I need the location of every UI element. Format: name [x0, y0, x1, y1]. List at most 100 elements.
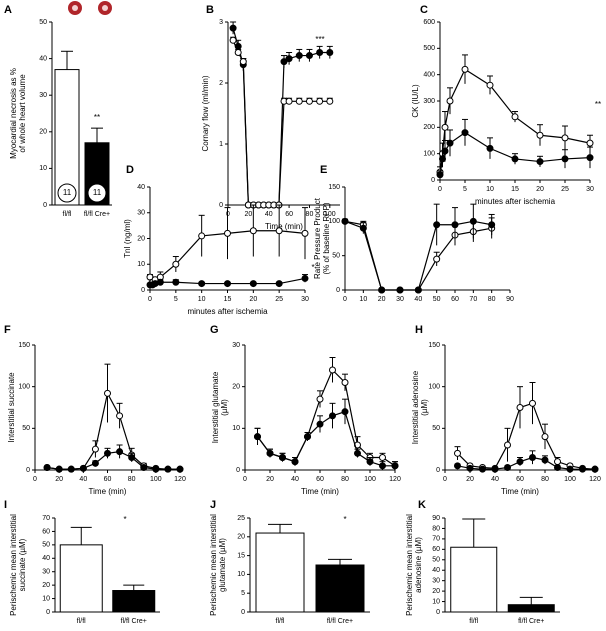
x-tick-label: 100 — [324, 211, 336, 218]
x-tick-label: 60 — [316, 476, 324, 483]
marker — [43, 464, 51, 471]
y-tick-label: 30 — [432, 578, 440, 585]
annotation: ** — [595, 100, 601, 109]
panel-label: B — [206, 4, 214, 16]
y-tick-label: 90 — [432, 515, 440, 522]
marker — [316, 420, 324, 428]
y-tick-label: 40 — [137, 184, 145, 191]
y-tick-label: 50 — [22, 425, 30, 432]
panel-label: J — [210, 499, 216, 511]
marker — [67, 465, 75, 473]
marker — [366, 458, 374, 466]
y-tick-label: 20 — [42, 582, 50, 589]
x-tick-label: fl/fl Cre+ — [84, 211, 110, 218]
y-tick-label: 10 — [237, 571, 245, 578]
y-tick-label: 50 — [39, 19, 47, 26]
marker — [488, 221, 496, 229]
marker — [554, 464, 561, 471]
y-tick-label: 20 — [137, 235, 145, 242]
bar — [315, 564, 365, 613]
x-tick-label: fl/fl Cre+ — [518, 618, 544, 625]
marker — [55, 465, 63, 473]
panel-label: I — [4, 499, 7, 511]
marker — [295, 52, 303, 60]
y-tick-label: 20 — [237, 534, 245, 541]
marker — [140, 464, 148, 471]
marker — [79, 464, 87, 472]
marker — [305, 52, 313, 60]
marker — [224, 280, 231, 288]
x-tick-label: 25 — [275, 296, 283, 303]
y-tick-label: 10 — [232, 425, 240, 432]
marker — [91, 459, 99, 467]
y-tick-label: 300 — [423, 98, 435, 105]
y-tick-label: 0 — [436, 609, 440, 616]
bar — [54, 69, 80, 206]
x-tick-label: 60 — [104, 476, 112, 483]
x-tick-label: 10 — [198, 296, 206, 303]
x-tick-label: 80 — [488, 296, 496, 303]
y-axis-label: (µM) — [420, 399, 429, 416]
marker — [441, 123, 449, 131]
x-tick-label: 80 — [128, 476, 136, 483]
y-tick-label: 20 — [432, 588, 440, 595]
y-tick-label: 100 — [328, 218, 340, 225]
x-tick-label: 20 — [55, 476, 63, 483]
x-tick-label: fl/fl — [469, 618, 478, 625]
bar — [112, 590, 156, 613]
x-tick-label: 60 — [516, 476, 524, 483]
x-tick-label: 100 — [564, 476, 576, 483]
x-tick-label: 10 — [359, 296, 367, 303]
marker — [396, 286, 404, 294]
y-tick-label: 0 — [336, 287, 340, 294]
y-axis-label: Interstitial glutamate — [211, 371, 220, 443]
x-tick-label: 5 — [174, 296, 178, 303]
x-tick-label: 30 — [586, 186, 594, 193]
x-tick-label: fl/fl — [63, 211, 72, 218]
marker — [128, 454, 136, 461]
annotation: * — [311, 263, 314, 272]
y-tick-label: 0 — [241, 609, 245, 616]
marker — [511, 155, 519, 163]
panel-label: G — [210, 324, 219, 336]
y-tick-label: 0 — [46, 609, 50, 616]
marker — [301, 229, 309, 237]
marker — [116, 448, 124, 456]
marker — [249, 227, 257, 235]
x-tick-label: 40 — [265, 211, 273, 218]
x-tick-label: 30 — [396, 296, 404, 303]
marker — [266, 449, 274, 457]
marker — [529, 399, 536, 407]
y-tick-label: 5 — [241, 590, 245, 597]
marker — [359, 224, 367, 232]
panel-label: K — [418, 499, 426, 511]
x-tick-label: 40 — [491, 476, 499, 483]
series-line — [344, 220, 492, 291]
marker — [91, 445, 99, 453]
x-tick-label: 0 — [343, 296, 347, 303]
marker — [446, 139, 454, 147]
marker — [104, 449, 111, 457]
marker — [275, 280, 283, 288]
marker — [152, 465, 160, 473]
y-tick-label: 50 — [432, 425, 440, 432]
marker — [454, 462, 461, 470]
marker — [304, 433, 311, 441]
marker — [329, 366, 336, 374]
y-axis-label: Cornary flow (ml/min) — [201, 75, 210, 151]
x-tick-label: 120 — [589, 476, 601, 483]
y-tick-label: 10 — [137, 261, 145, 268]
panel-label: C — [420, 4, 428, 16]
marker — [291, 458, 299, 466]
y-tick-label: 0 — [436, 467, 440, 474]
x-tick-label: 30 — [301, 296, 309, 303]
marker — [198, 280, 206, 288]
marker — [229, 24, 237, 32]
x-tick-label: fl/fl Cre+ — [121, 618, 147, 625]
marker — [586, 139, 594, 147]
y-tick-label: 150 — [328, 184, 340, 191]
marker — [433, 255, 441, 263]
x-tick-label: 0 — [243, 476, 247, 483]
marker — [504, 464, 511, 471]
